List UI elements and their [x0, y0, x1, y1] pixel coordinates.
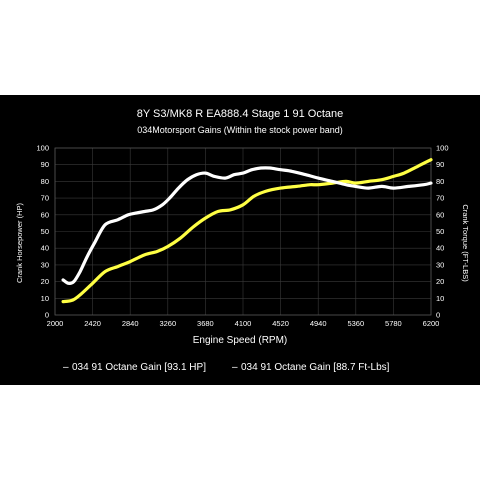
y-right-tick-label: 0: [436, 311, 440, 320]
x-tick-label: 2000: [47, 319, 64, 328]
data-series: [61, 158, 433, 304]
y-left-tick-label: 50: [41, 227, 49, 236]
y-right-tick-label: 50: [436, 227, 444, 236]
x-tick-label: 5780: [385, 319, 402, 328]
y-left-tick-label: 80: [41, 177, 49, 186]
power-torque-chart: 8Y S3/MK8 R EA888.4 Stage 1 91 Octane 03…: [15, 108, 470, 373]
x-axis-title: Engine Speed (RPM): [193, 335, 288, 346]
legend: – 034 91 Octane Gain [93.1 HP] – 034 91 …: [63, 362, 390, 373]
tick-labels: 0 0 10 10 20 20 30 30 40 40 50 50 60 60 70 70 80 80 90 90 10…: [36, 144, 448, 329]
grid-lines: [54, 147, 432, 316]
series-line-hp-gain: [61, 166, 433, 285]
x-tick-label: 4940: [310, 319, 327, 328]
y-right-tick-label: 80: [436, 177, 444, 186]
y-left-tick-label: 70: [41, 194, 49, 203]
x-tick-label: 3260: [159, 319, 176, 328]
series-line-torque-gain: [61, 158, 433, 304]
y-right-tick-label: 30: [436, 260, 444, 269]
y-right-tick-label: 20: [436, 277, 444, 286]
y-left-tick-label: 0: [45, 311, 49, 320]
chart-frame: 8Y S3/MK8 R EA888.4 Stage 1 91 Octane 03…: [0, 95, 480, 385]
x-tick-label: 4520: [272, 319, 289, 328]
x-tick-label: 4100: [235, 319, 252, 328]
y-left-tick-label: 10: [41, 294, 49, 303]
x-tick-label: 3680: [197, 319, 214, 328]
legend-mark-hp: –: [63, 362, 69, 373]
right-axis-title: Crank Torque (FT-LBS): [461, 204, 470, 282]
x-tick-label: 2420: [84, 319, 101, 328]
chart-title: 8Y S3/MK8 R EA888.4 Stage 1 91 Octane: [137, 108, 344, 120]
y-left-tick-label: 20: [41, 277, 49, 286]
y-right-tick-label: 70: [436, 194, 444, 203]
y-left-tick-label: 60: [41, 210, 49, 219]
chart-subtitle: 034Motorsport Gains (Within the stock po…: [137, 125, 343, 135]
plot-border: [54, 147, 432, 316]
y-left-tick-label: 90: [41, 160, 49, 169]
legend-label-hp: 034 91 Octane Gain [93.1 HP]: [72, 362, 206, 373]
x-tick-label: 2840: [122, 319, 139, 328]
y-right-tick-label: 60: [436, 210, 444, 219]
y-right-tick-label: 40: [436, 244, 444, 253]
legend-label-tq: 034 91 Octane Gain [88.7 Ft-Lbs]: [241, 362, 390, 373]
y-right-tick-label: 90: [436, 160, 444, 169]
y-left-tick-label: 30: [41, 260, 49, 269]
y-right-tick-label: 100: [436, 144, 449, 153]
y-left-tick-label: 40: [41, 244, 49, 253]
y-right-tick-label: 10: [436, 294, 444, 303]
x-tick-label: 5360: [347, 319, 364, 328]
y-left-tick-label: 100: [36, 144, 49, 153]
left-axis-title: Crank Horsepower (HP): [15, 202, 24, 283]
legend-mark-tq: –: [232, 362, 238, 373]
x-tick-label: 6200: [423, 319, 440, 328]
